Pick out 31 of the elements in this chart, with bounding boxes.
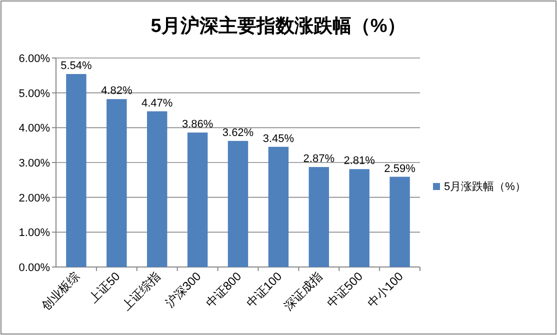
data-label: 4.47% bbox=[142, 97, 173, 110]
x-tick-label: 沪深300 bbox=[162, 269, 204, 310]
data-label: 2.81% bbox=[344, 155, 376, 168]
y-tick-label: 2.00% bbox=[18, 192, 50, 204]
data-label: 3.86% bbox=[182, 118, 214, 131]
data-label: 3.45% bbox=[262, 132, 294, 145]
bar bbox=[187, 132, 208, 267]
bar bbox=[228, 140, 248, 267]
legend-label: 5月涨跌幅（%） bbox=[444, 181, 526, 193]
bar bbox=[268, 146, 289, 267]
y-tick-label: 4.00% bbox=[18, 122, 50, 135]
data-label: 4.82% bbox=[101, 85, 132, 98]
bar bbox=[147, 111, 168, 267]
y-tick-label: 5.00% bbox=[18, 88, 50, 100]
bar bbox=[349, 169, 370, 267]
data-label: 2.59% bbox=[384, 162, 416, 175]
x-tick-label: 中证800 bbox=[203, 269, 244, 310]
x-tick-label: 中小100 bbox=[364, 269, 406, 310]
y-tick-label: 3.00% bbox=[18, 158, 50, 170]
x-tick-label: 中证500 bbox=[324, 269, 366, 310]
bar bbox=[106, 99, 127, 267]
bar bbox=[66, 74, 86, 267]
data-label: 2.87% bbox=[303, 153, 335, 166]
chart-title: 5月沪深主要指数涨跌幅（%） bbox=[150, 15, 406, 37]
y-tick-label: 0.00% bbox=[18, 262, 50, 274]
data-label: 5.54% bbox=[60, 60, 92, 72]
y-tick-label: 1.00% bbox=[18, 227, 50, 240]
data-label: 3.62% bbox=[222, 126, 254, 139]
y-tick-label: 6.00% bbox=[18, 53, 50, 65]
bar bbox=[308, 167, 329, 267]
bar bbox=[390, 176, 410, 267]
